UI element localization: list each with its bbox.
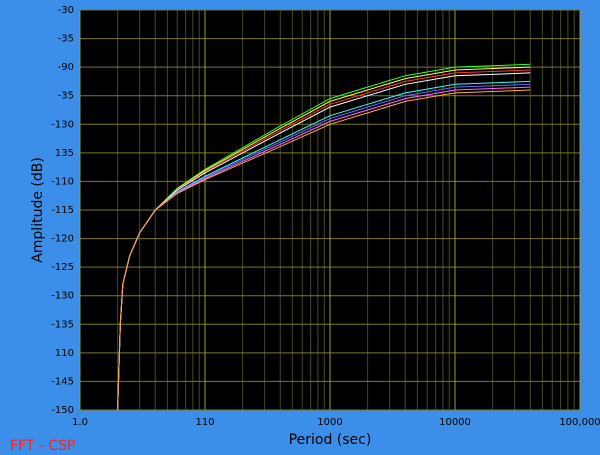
y-tick-label: -125	[51, 262, 74, 273]
y-tick-label: -115	[51, 205, 74, 216]
y-tick-label: -130	[51, 291, 74, 302]
y-tick-label: -35	[58, 91, 74, 102]
y-tick-label: 110	[55, 348, 74, 359]
y-tick-label: 135	[55, 148, 74, 159]
series-line	[117, 89, 531, 411]
x-tick-label: 110	[195, 417, 214, 428]
y-tick-label: -90	[58, 62, 74, 73]
x-tick-label: 1000	[317, 417, 342, 428]
x-axis-label: Period (sec)	[289, 432, 372, 448]
y-tick-label: -110	[51, 176, 74, 187]
y-tick-label: -30	[58, 5, 74, 16]
chart-title: FFT - CSP	[10, 438, 75, 454]
x-tick-label: 1.0	[72, 417, 88, 428]
y-axis-label: Amplitude (dB)	[30, 157, 46, 263]
x-tick-label: 10000	[439, 417, 471, 428]
y-tick-label: -130	[51, 119, 74, 130]
y-tick-label: -120	[51, 234, 74, 245]
y-tick-label: -145	[51, 376, 74, 387]
y-tick-label: -150	[51, 405, 74, 416]
y-tick-label: -135	[51, 319, 74, 330]
y-tick-label: -35	[58, 34, 74, 45]
x-tick-label: 100,000	[559, 417, 600, 428]
